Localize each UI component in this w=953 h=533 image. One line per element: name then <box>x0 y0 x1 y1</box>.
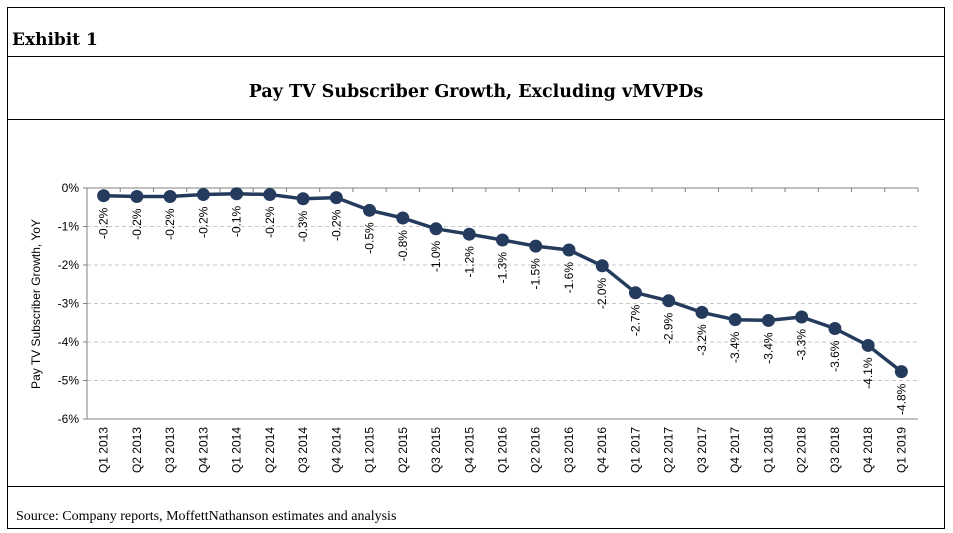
x-tick-labels: Q1 2013 Q2 2013 Q3 2013 Q4 2013 Q1 2014 Q2 20… <box>97 427 909 473</box>
header-divider <box>7 56 945 57</box>
data-point <box>163 189 177 203</box>
y-tick-labels: 0% -1% -2% -3% -4% -5% -6% <box>58 181 80 426</box>
data-label: -0.3% <box>296 210 310 242</box>
data-point <box>296 192 310 206</box>
data-label: -2.0% <box>595 277 609 309</box>
data-label: -0.2% <box>163 208 177 240</box>
data-point <box>861 338 875 352</box>
data-point <box>761 313 775 327</box>
x-tick-label: Q3 2013 <box>163 427 177 473</box>
data-point <box>363 203 377 217</box>
y-tick-label: 0% <box>62 181 80 195</box>
data-label: -2.7% <box>628 304 642 336</box>
x-tick-label: Q2 2015 <box>396 427 410 473</box>
y-tick-label: -4% <box>58 335 80 349</box>
data-label: -0.1% <box>230 205 244 237</box>
data-label: -0.8% <box>396 230 410 262</box>
exhibit-label: Exhibit 1 <box>12 30 98 50</box>
data-label: -0.2% <box>130 208 144 240</box>
data-label: -1.2% <box>462 246 476 278</box>
data-point <box>196 188 210 202</box>
x-tick-label: Q2 2017 <box>662 427 676 473</box>
data-label: -1.5% <box>529 258 543 290</box>
x-tick-label: Q3 2015 <box>429 427 443 473</box>
exhibit-frame <box>7 7 945 529</box>
data-label: -4.1% <box>861 357 875 389</box>
data-point <box>130 189 144 203</box>
data-point <box>496 233 509 247</box>
x-tick-label: Q4 2018 <box>861 427 875 473</box>
x-tick-label: Q4 2017 <box>728 427 742 473</box>
data-label: -3.6% <box>828 340 842 372</box>
y-tick-label: -5% <box>58 374 80 388</box>
data-point <box>628 286 642 300</box>
title-divider <box>7 119 945 120</box>
data-labels: -0.2% -0.2% -0.2% -0.2% -0.1% -0.2% -0.3% -0.2%… <box>97 205 909 415</box>
data-point <box>396 211 410 225</box>
x-tick-label: Q4 2014 <box>329 427 343 473</box>
x-tick-label: Q1 2016 <box>496 427 510 473</box>
x-tick-label: Q3 2017 <box>695 427 709 473</box>
data-point <box>695 305 709 319</box>
x-tick-label: Q1 2013 <box>97 427 111 473</box>
y-tick-label: -3% <box>58 297 80 311</box>
x-tick-label: Q1 2019 <box>894 427 908 473</box>
data-point <box>795 310 809 324</box>
x-tick-label: Q3 2014 <box>296 427 310 473</box>
data-label: -2.9% <box>662 312 676 344</box>
data-point <box>429 222 443 236</box>
x-tick-label: Q1 2015 <box>363 427 377 473</box>
x-tick-label: Q3 2018 <box>828 427 842 473</box>
data-point <box>894 365 908 379</box>
x-tick-label: Q4 2013 <box>196 427 210 473</box>
data-point <box>230 187 244 201</box>
data-label: -1.3% <box>496 252 510 284</box>
data-point <box>728 313 742 327</box>
y-axis-label: Pay TV Subscriber Growth, YoY <box>29 219 43 389</box>
y-tick-label: -1% <box>58 220 80 234</box>
data-point <box>329 191 343 205</box>
data-label: -3.4% <box>728 331 742 363</box>
x-tick-label: Q4 2015 <box>462 427 476 473</box>
x-tick-label: Q2 2018 <box>795 427 809 473</box>
x-tick-label: Q3 2016 <box>562 427 576 473</box>
data-point <box>595 259 609 273</box>
data-point <box>529 239 543 253</box>
data-label: -4.8% <box>894 383 908 415</box>
y-tick-label: -6% <box>58 412 80 426</box>
data-point <box>97 189 111 203</box>
source-note: Source: Company reports, MoffettNathanso… <box>16 509 397 524</box>
data-point <box>828 322 842 336</box>
data-label: -1.6% <box>562 262 576 294</box>
data-label: -3.4% <box>761 332 775 364</box>
axes <box>83 187 919 420</box>
data-label: -0.5% <box>363 222 377 254</box>
data-point <box>562 243 576 257</box>
data-points <box>97 187 908 379</box>
data-label: -0.2% <box>97 207 111 239</box>
data-label: -1.0% <box>429 240 443 272</box>
data-label: -3.2% <box>695 324 709 356</box>
x-tick-label: Q2 2016 <box>529 427 543 473</box>
x-tick-label: Q2 2014 <box>263 427 277 473</box>
x-tick-label: Q2 2013 <box>130 427 144 473</box>
x-tick-label: Q1 2018 <box>761 427 775 473</box>
x-tick-label: Q1 2014 <box>230 427 244 473</box>
data-label: -0.2% <box>196 206 210 238</box>
footer-divider <box>7 486 945 487</box>
data-point <box>263 188 277 202</box>
chart-title: Pay TV Subscriber Growth, Excluding vMVP… <box>248 82 704 102</box>
y-tick-label: -2% <box>58 258 80 272</box>
data-label: -3.3% <box>795 329 809 361</box>
data-point <box>662 294 676 308</box>
data-label: -0.2% <box>329 209 343 241</box>
data-label: -0.2% <box>263 206 277 238</box>
x-tick-label: Q1 2017 <box>628 427 642 473</box>
data-point <box>462 227 476 241</box>
x-tick-label: Q4 2016 <box>595 427 609 473</box>
